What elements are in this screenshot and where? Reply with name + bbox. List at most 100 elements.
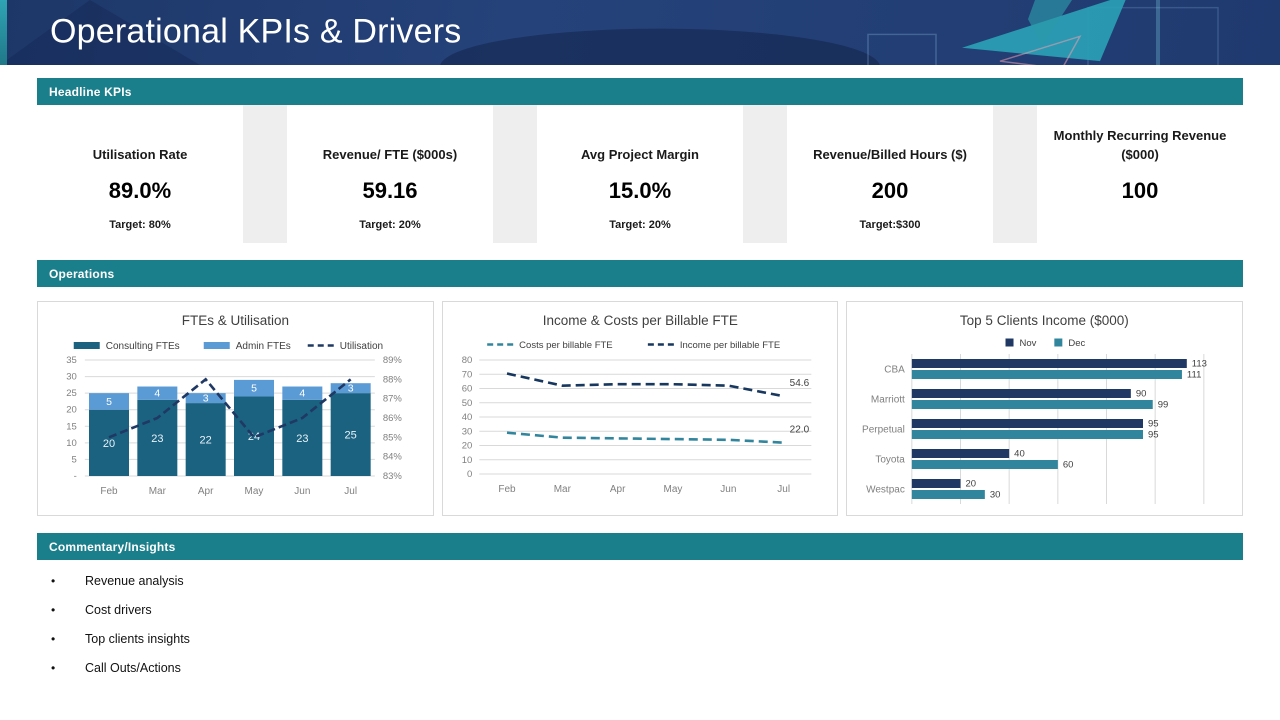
section-title: Operations [49, 266, 115, 281]
svg-text:95: 95 [1148, 419, 1159, 430]
svg-text:30: 30 [66, 372, 77, 383]
bullet-item: • Cost drivers [51, 595, 1243, 624]
svg-text:Toyota: Toyota [876, 455, 906, 466]
svg-text:89%: 89% [383, 355, 403, 366]
svg-text:40: 40 [1015, 449, 1026, 460]
svg-text:Dec: Dec [1069, 338, 1086, 349]
svg-text:25: 25 [66, 388, 77, 399]
top-clients-chart: Top 5 Clients Income ($000) Nov Dec CBA 113 1… [846, 301, 1244, 516]
svg-text:10: 10 [66, 438, 77, 449]
svg-text:5: 5 [106, 396, 112, 408]
svg-text:60: 60 [461, 384, 472, 395]
svg-text:0: 0 [467, 469, 472, 480]
svg-text:10: 10 [461, 455, 472, 466]
svg-text:Costs per billable FTE: Costs per billable FTE [519, 340, 612, 351]
kpi-row: Utilisation Rate 89.0% Target: 80% Reven… [37, 105, 1243, 243]
section-title: Commentary/Insights [49, 539, 176, 554]
kpi-card-utilisation-rate: Utilisation Rate 89.0% Target: 80% [37, 105, 243, 243]
kpi-value: 89.0% [108, 178, 172, 203]
svg-text:50: 50 [461, 398, 472, 409]
svg-text:Income & Costs per Billable FT: Income & Costs per Billable FTE [542, 313, 737, 328]
svg-text:3: 3 [348, 383, 354, 395]
header-accent-strip [0, 0, 7, 65]
kpi-title: Monthly Recurring Revenue ($000) [1053, 128, 1227, 163]
svg-text:Apr: Apr [198, 486, 214, 497]
svg-text:54.6: 54.6 [789, 378, 809, 389]
svg-text:CBA: CBA [885, 365, 906, 376]
svg-text:60: 60 [1063, 460, 1074, 471]
svg-text:85%: 85% [383, 432, 403, 443]
kpi-value: 59.16 [362, 178, 418, 203]
svg-text:25: 25 [345, 430, 357, 442]
bullet-item: • Call Outs/Actions [51, 653, 1243, 682]
svg-text:87%: 87% [383, 394, 403, 405]
commentary-body: • Revenue analysis • Cost drivers • Top … [37, 560, 1243, 692]
svg-text:5: 5 [251, 383, 257, 395]
svg-text:Jul: Jul [344, 486, 357, 497]
svg-text:Utilisation: Utilisation [340, 341, 383, 352]
svg-text:22: 22 [200, 435, 212, 447]
bullet-icon: • [51, 573, 56, 588]
svg-text:Westpac: Westpac [866, 485, 905, 496]
bullet-text: Top clients insights [85, 631, 190, 646]
kpi-card-avg-project-margin: Avg Project Margin 15.0% Target: 20% [537, 105, 743, 243]
fte-utilisation-chart: FTEs & Utilisation Consulting FTEs Admin F… [37, 301, 434, 516]
svg-text:4: 4 [154, 388, 160, 400]
kpi-title: Revenue/Billed Hours ($) [813, 147, 967, 163]
svg-text:Perpetual: Perpetual [862, 425, 905, 436]
svg-text:111: 111 [1187, 370, 1201, 381]
kpi-title: Revenue/ FTE ($000s) [322, 147, 458, 163]
svg-text:Jun: Jun [720, 484, 736, 495]
svg-text:Admin FTEs: Admin FTEs [236, 341, 291, 352]
kpi-target: Target: 20% [609, 219, 671, 231]
svg-text:70: 70 [461, 369, 472, 380]
charts-row: FTEs & Utilisation Consulting FTEs Admin F… [37, 301, 1244, 516]
svg-text:Jul: Jul [777, 484, 790, 495]
svg-text:Nov: Nov [1020, 338, 1037, 349]
svg-text:Apr: Apr [610, 484, 626, 495]
svg-text:99: 99 [1158, 400, 1169, 411]
svg-text:4: 4 [299, 388, 305, 400]
bullet-text: Cost drivers [85, 602, 152, 617]
bullet-icon: • [51, 660, 56, 675]
svg-text:113: 113 [1192, 359, 1207, 370]
svg-text:Jun: Jun [294, 486, 310, 497]
svg-text:Feb: Feb [498, 484, 516, 495]
svg-text:Mar: Mar [553, 484, 571, 495]
svg-text:22.0: 22.0 [789, 425, 809, 436]
svg-text:95: 95 [1148, 430, 1159, 441]
svg-text:84%: 84% [383, 452, 403, 463]
header-decoration [0, 0, 1219, 65]
bullet-item: • Top clients insights [51, 624, 1243, 653]
svg-text:May: May [663, 484, 682, 495]
kpi-target: Target:$300 [859, 219, 921, 231]
bullet-item: • Revenue analysis [51, 566, 1243, 595]
svg-text:3: 3 [203, 393, 209, 405]
kpi-value: 15.0% [608, 178, 672, 203]
svg-text:FTEs & Utilisation: FTEs & Utilisation [182, 313, 289, 328]
svg-text:Top 5 Clients Income ($000): Top 5 Clients Income ($000) [960, 313, 1129, 328]
kpi-title: Avg Project Margin [581, 147, 699, 163]
income-costs-chart: Income & Costs per Billable FTE Costs per… [441, 301, 839, 516]
svg-text:23: 23 [151, 433, 163, 445]
bullet-text: Revenue analysis [85, 573, 184, 588]
svg-text:Mar: Mar [149, 486, 167, 497]
bullet-icon: • [51, 602, 56, 617]
svg-text:83%: 83% [383, 471, 403, 482]
page-title: Operational KPIs & Drivers [50, 12, 462, 51]
svg-text:20: 20 [461, 441, 472, 452]
svg-text:86%: 86% [383, 413, 403, 424]
section-header-commentary: Commentary/Insights [37, 533, 1243, 560]
svg-text:Marriott: Marriott [871, 395, 905, 406]
svg-text:23: 23 [296, 433, 308, 445]
bullet-text: Call Outs/Actions [85, 660, 181, 675]
svg-text:Feb: Feb [100, 486, 118, 497]
svg-text:Consulting FTEs: Consulting FTEs [106, 341, 180, 352]
kpi-card-revenue-billed-hours: Revenue/Billed Hours ($) 200 Target:$300 [787, 105, 993, 243]
bullet-icon: • [51, 631, 56, 646]
svg-text:90: 90 [1136, 389, 1147, 400]
kpi-target: Target: 20% [359, 219, 421, 231]
header-banner: Operational KPIs & Drivers [0, 0, 1280, 68]
svg-text:20: 20 [966, 479, 977, 490]
